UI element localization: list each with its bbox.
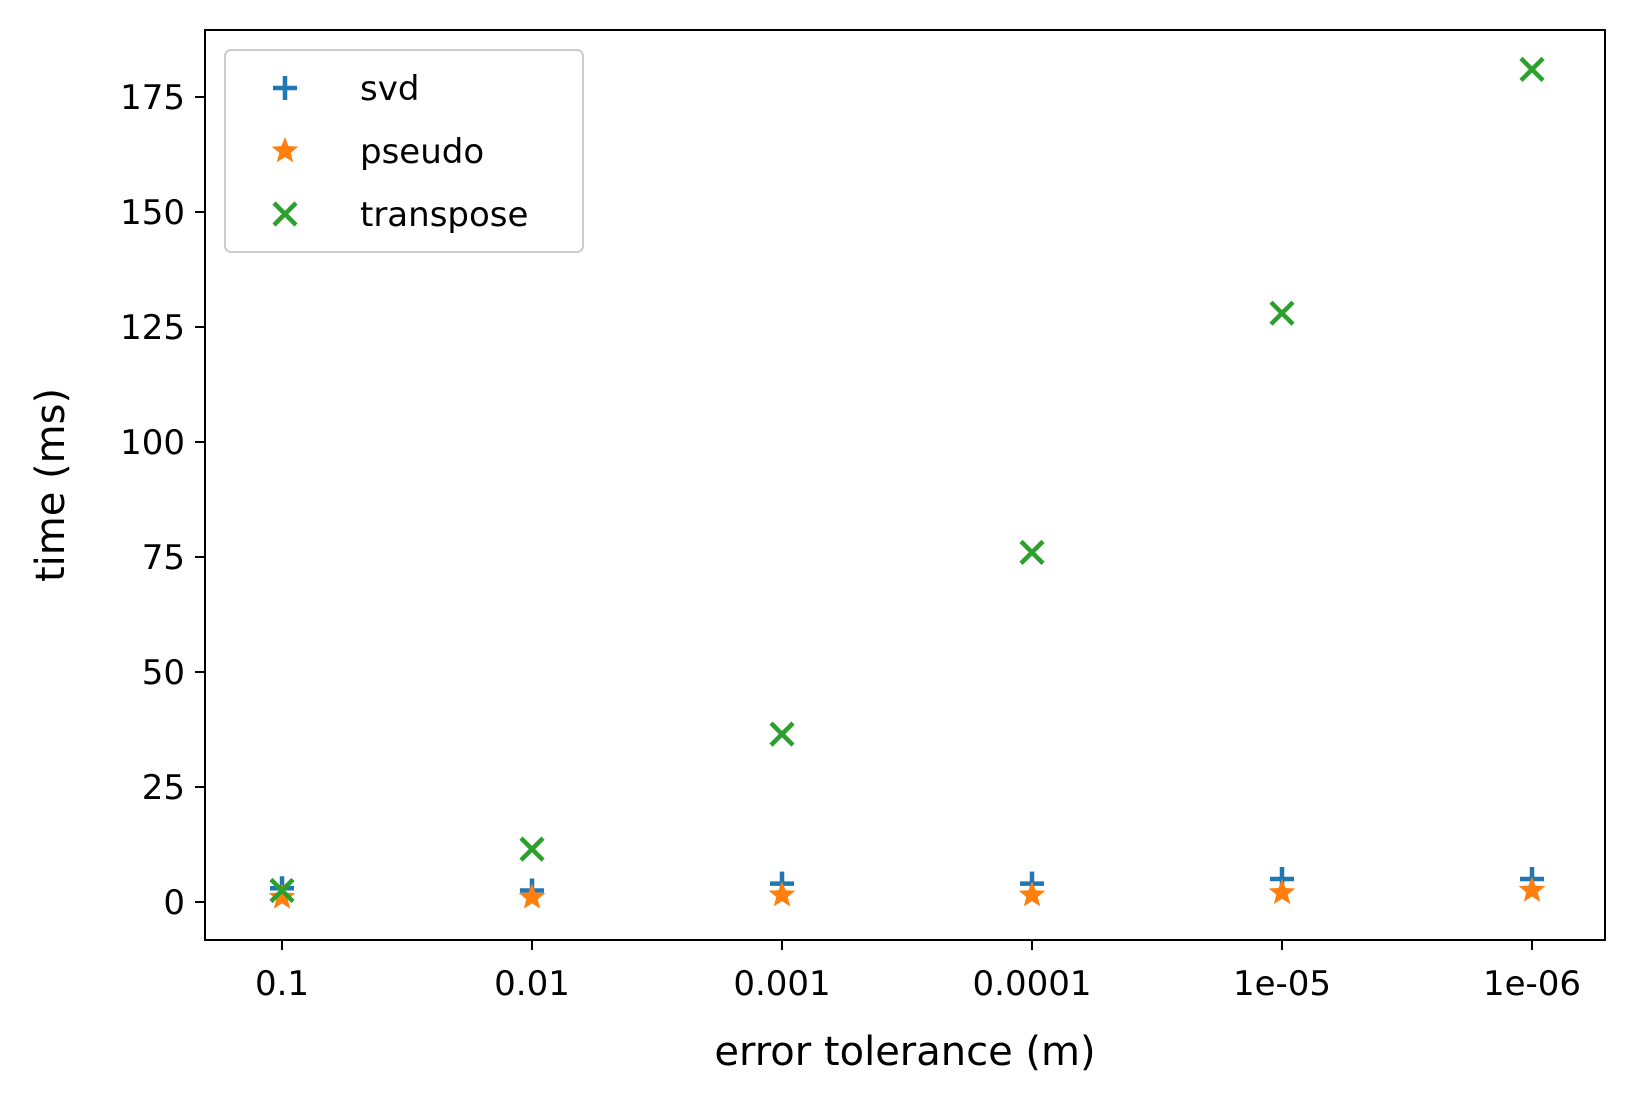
series-transpose xyxy=(269,56,1545,904)
data-point-transpose xyxy=(519,836,545,862)
data-point-transpose xyxy=(1519,56,1545,82)
y-tick-label: 75 xyxy=(142,538,185,578)
legend-label: svd xyxy=(360,69,419,109)
axes-frame xyxy=(204,29,1606,941)
legend-marker-pseudo xyxy=(271,137,299,163)
legend-marker-svd xyxy=(273,76,297,100)
data-marks xyxy=(268,56,1546,909)
x-axis-ticks: 0.1 0.01 0.001 0.0001 1e-05 1e-06 xyxy=(255,940,1581,1004)
data-point-pseudo xyxy=(1018,881,1046,907)
x-axis-label: error tolerance (m) xyxy=(714,1029,1095,1075)
legend-label: transpose xyxy=(360,195,528,235)
y-tick-label: 25 xyxy=(142,768,185,808)
data-point-pseudo xyxy=(1268,878,1296,905)
data-point-pseudo xyxy=(268,883,296,909)
y-tick-label: 0 xyxy=(163,883,185,923)
data-point-pseudo xyxy=(518,883,546,909)
y-axis-ticks: 0 25 50 75 100 125 150 175 xyxy=(120,78,205,923)
x-tick-label: 1e-05 xyxy=(1233,964,1331,1004)
y-tick-label: 125 xyxy=(120,308,185,348)
legend-item-svd: svd xyxy=(273,69,419,109)
data-point-transpose xyxy=(1019,539,1045,565)
data-point-transpose xyxy=(1269,300,1295,326)
legend: svd pseudo transpose xyxy=(224,49,584,253)
legend-item-pseudo: pseudo xyxy=(271,132,484,172)
data-point-transpose xyxy=(269,877,295,904)
legend-marker-transpose xyxy=(272,201,298,227)
data-point-pseudo xyxy=(1518,876,1546,902)
data-point-pseudo xyxy=(768,881,796,907)
x-tick-label: 1e-06 xyxy=(1483,964,1581,1004)
x-tick-label: 0.001 xyxy=(733,964,830,1004)
x-tick-label: 0.01 xyxy=(494,964,570,1004)
legend-item-transpose: transpose xyxy=(272,195,528,235)
y-tick-label: 150 xyxy=(120,193,185,233)
y-tick-label: 175 xyxy=(120,78,185,118)
x-tick-label: 0.0001 xyxy=(973,964,1092,1004)
series-pseudo xyxy=(268,876,1546,909)
x-tick-label: 0.1 xyxy=(255,964,309,1004)
y-tick-label: 50 xyxy=(142,653,185,693)
y-axis-label: time (ms) xyxy=(28,388,74,582)
legend-label: pseudo xyxy=(360,132,484,172)
legend-box xyxy=(224,49,584,253)
data-point-transpose xyxy=(769,721,795,747)
y-tick-label: 100 xyxy=(120,423,185,463)
